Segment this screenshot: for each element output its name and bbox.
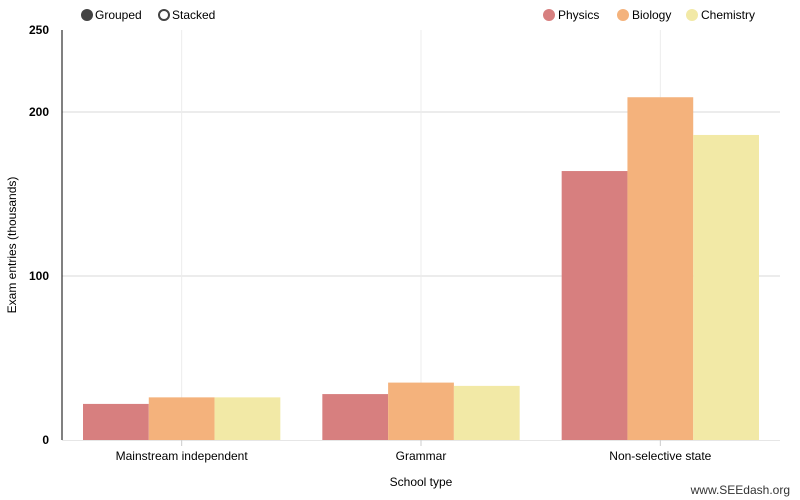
chart-mode-toggle: Grouped Stacked (81, 8, 215, 22)
legend-swatch-icon[interactable] (617, 9, 629, 21)
y-tick-label: 250 (29, 23, 49, 37)
bar-physics-1[interactable] (322, 394, 389, 440)
bar-biology-0[interactable] (148, 397, 215, 440)
legend-label[interactable]: Physics (558, 8, 599, 22)
y-tick-label: 100 (29, 269, 49, 283)
bar-physics-0[interactable] (83, 403, 149, 440)
y-axis-title: Exam entries (thousands) (5, 177, 19, 314)
x-tick-label: Grammar (396, 449, 447, 463)
legend-swatch-icon[interactable] (686, 9, 698, 21)
legend-item-chemistry[interactable]: Chemistry (686, 8, 755, 22)
bar-biology-1[interactable] (388, 382, 454, 440)
mode-option-stacked[interactable]: Stacked (158, 8, 215, 22)
bar-chemistry-0[interactable] (214, 397, 281, 440)
watermark: www.SEEdash.org (690, 483, 790, 497)
legend-item-biology[interactable]: Biology (617, 8, 671, 22)
x-tick-label: Non-selective state (609, 449, 711, 463)
x-axis-title: School type (390, 475, 453, 489)
legend-swatch-icon[interactable] (543, 9, 555, 21)
mode-option-grouped[interactable]: Grouped (81, 8, 142, 22)
x-tick-label: Mainstream independent (116, 449, 249, 463)
bar-biology-2[interactable] (627, 97, 694, 441)
legend-item-physics[interactable]: Physics (543, 8, 599, 22)
mode-option-label[interactable]: Grouped (95, 8, 142, 22)
radio-selected-icon[interactable] (81, 9, 93, 21)
radio-unselected-icon[interactable] (158, 9, 170, 21)
bar-physics-2[interactable] (561, 171, 628, 441)
mode-option-label[interactable]: Stacked (172, 8, 215, 22)
y-tick-label: 0 (42, 433, 49, 447)
x-axis-ticks: Mainstream independent Grammar Non-selecti… (116, 449, 712, 463)
bar-chemistry-1[interactable] (453, 385, 520, 440)
bars (83, 97, 759, 441)
legend-label[interactable]: Biology (632, 8, 671, 22)
y-tick-label: 200 (29, 105, 49, 119)
legend-label[interactable]: Chemistry (701, 8, 755, 22)
y-axis-ticks: 0 100 200 250 (29, 23, 49, 447)
bar-chemistry-2[interactable] (693, 134, 759, 440)
legend: Physics Biology Chemistry (543, 8, 755, 22)
